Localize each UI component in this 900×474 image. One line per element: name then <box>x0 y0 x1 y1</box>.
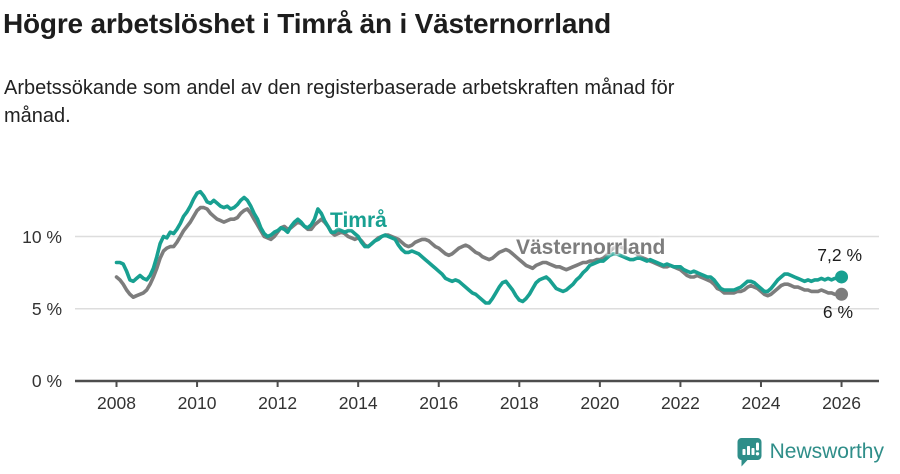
line-timrå <box>114 189 844 305</box>
y-axis-label: 0 % <box>31 371 62 391</box>
y-axis-label: 10 % <box>22 226 62 247</box>
newsworthy-icon <box>737 438 762 467</box>
newsworthy-logo: Newsworthy <box>736 437 884 467</box>
page-title: Högre arbetslöshet i Timrå än i Västerno… <box>3 8 612 39</box>
x-axis-label: 2026 <box>822 393 861 413</box>
x-axis-label: 2012 <box>258 393 298 413</box>
x-axis-label: 2020 <box>580 393 620 413</box>
line-västernorrland <box>114 205 844 300</box>
end-value-vasternorrland: 6 % <box>822 302 853 322</box>
end-dot-västernorrland <box>835 287 849 301</box>
subtitle-line-1: Arbetssökande som andel av den registerb… <box>4 77 675 99</box>
chart-subtitle: Arbetssökande som andel av den registerb… <box>4 74 884 130</box>
end-dot-timrå <box>835 270 849 284</box>
end-value-timra: 7,2 % <box>817 245 862 265</box>
x-axis-label: 2018 <box>499 393 539 413</box>
x-axis-label: 2008 <box>97 393 136 413</box>
series-label-vasternorrland: Västernorrland <box>516 236 666 259</box>
x-axis-label: 2024 <box>741 393 781 413</box>
x-axis-label: 2010 <box>177 393 217 413</box>
newsworthy-wordmark: Newsworthy <box>769 440 884 463</box>
y-axis-label: 5 % <box>31 298 62 319</box>
subtitle-line-2: månad. <box>4 105 71 127</box>
x-axis-label: 2014 <box>338 393 378 413</box>
x-axis-label: 2016 <box>419 393 459 413</box>
series-label-timra: Timrå <box>330 209 387 232</box>
x-axis-label: 2022 <box>660 393 700 413</box>
